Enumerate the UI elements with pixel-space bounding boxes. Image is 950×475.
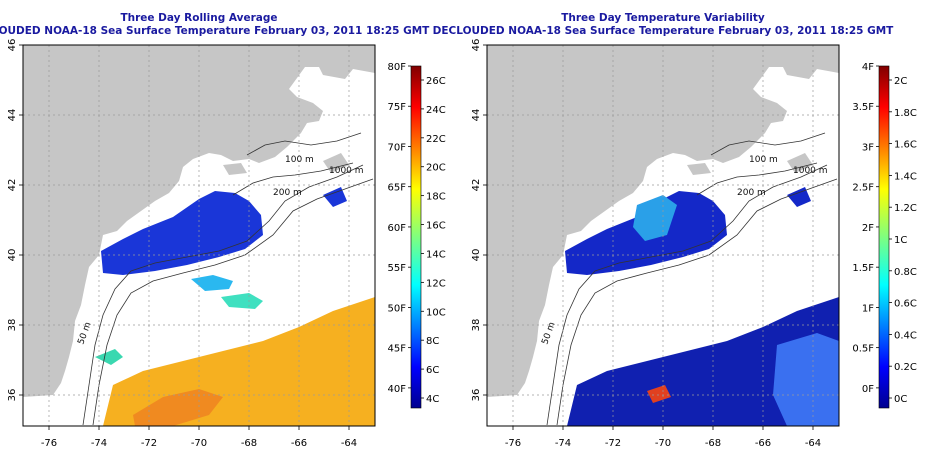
longitude-label: -68 [241,438,257,449]
longitude-label: -64 [805,438,821,449]
longitude-label: -70 [655,438,671,449]
var-hot-spot [647,385,671,403]
panel-subtitle: DECLOUDED NOAA-18 Sea Surface Temperatur… [0,25,430,37]
longitude-label: -74 [91,438,107,449]
latitude-label: 38 [7,319,18,332]
colorbar-label-fahrenheit: 70F [388,142,407,153]
colorbar-label-celsius: 8C [426,336,439,347]
colorbar: 4F 3.5F 3F 2.5F 2F 1.5F 1F 0.5F 0F 2C 1.8C 1.6C 1.4… [852,62,917,409]
longitude-label: -68 [705,438,721,449]
latitude-label: 44 [7,109,18,122]
depth-label: 100 m [749,155,778,165]
sst-offshore-warm [103,297,375,426]
colorbar-label-celsius: 0.8C [894,267,917,278]
axis-labels: -76 -74 -72 -70 -68 -66 -64 46 44 42 40 38 36 -76 -74 -… [7,39,821,449]
map-area: 100 m 1000 m 200 m 50 m [487,45,839,426]
colorbar-label-celsius: 1.8C [894,108,917,119]
colorbar-label-fahrenheit: 65F [388,183,407,194]
sst-offshore-orange [133,389,223,426]
colorbar-label-fahrenheit: 3.5F [852,102,874,113]
latitude-label: 42 [471,179,482,192]
colorbar-label-fahrenheit: 3F [862,142,874,153]
latitude-label: 42 [7,179,18,192]
latitude-label: 38 [471,319,482,332]
longitude-label: -72 [141,438,157,449]
longitude-label: -64 [341,438,357,449]
panel-title: Three Day Rolling Average [120,12,277,24]
latitude-label: 44 [471,109,482,122]
colorbar-label-fahrenheit: 75F [388,102,407,113]
sst-slope-green [221,293,263,309]
longitude-label: -76 [505,438,521,449]
colorbar-label-fahrenheit: 80F [388,62,407,73]
colorbar-label-fahrenheit: 1.5F [852,263,874,274]
latitude-label: 46 [471,39,482,52]
longitude-label: -66 [755,438,771,449]
latitude-label: 36 [7,389,18,402]
longitude-label: -72 [605,438,621,449]
longitude-label: -76 [41,438,57,449]
colorbar-label-fahrenheit: 4F [862,62,874,73]
colorbar-label-fahrenheit: 50F [388,303,407,314]
depth-label: 200 m [737,188,766,198]
colorbar-label-fahrenheit: 45F [388,344,407,355]
longitude-label: -74 [555,438,571,449]
depth-label: 100 m [285,155,314,165]
panel-temperature-variability: Three Day Temperature Variability DECLOU… [433,12,917,427]
colorbar-label-fahrenheit: 0F [862,384,874,395]
colorbar-label-fahrenheit: 0.5F [852,344,874,355]
panel-subtitle: DECLOUDED NOAA-18 Sea Surface Temperatur… [433,25,894,37]
colorbar: 80F 75F 70F 65F 60F 55F 50F 45F 40F 26C 24C 22C 20C… [388,62,446,409]
sst-shelf [101,191,263,275]
colorbar-label-celsius: 0.2C [894,362,917,373]
latitude-label: 36 [471,389,482,402]
latitude-label: 46 [7,39,18,52]
colorbar-label-fahrenheit: 40F [388,384,407,395]
colorbar-label-fahrenheit: 2F [862,223,874,234]
map-area: 100 m 1000 m 200 m 50 m [23,45,375,426]
colorbar-label-celsius: 0C [894,394,907,405]
colorbar-label-celsius: 26C [426,76,446,87]
colorbar-label-celsius: 16C [426,221,446,232]
panel-rolling-average: Three Day Rolling Average DECLOUDED NOAA… [0,12,446,427]
colorbar-label-celsius: 0.4C [894,330,917,341]
latitude-label: 40 [471,249,482,262]
colorbar-label-celsius: 10C [426,307,446,318]
colorbar-label-celsius: 20C [426,163,446,174]
colorbar-label-celsius: 1.2C [894,203,917,214]
sst-small-patch [95,349,123,365]
var-small-patch [787,187,811,207]
colorbar-label-celsius: 18C [426,192,446,203]
sst-slope-cyan [191,275,233,291]
colorbar-label-fahrenheit: 1F [862,303,874,314]
var-offshore [567,297,839,426]
colorbar-label-celsius: 12C [426,278,446,289]
colorbar-label-celsius: 2C [894,76,907,87]
latitude-label: 40 [7,249,18,262]
colorbar-label-celsius: 1C [894,235,907,246]
colorbar-label-celsius: 0.6C [894,299,917,310]
depth-label: 1000 m [329,166,364,176]
panel-title: Three Day Temperature Variability [561,12,765,24]
longitude-label: -66 [291,438,307,449]
colorbar-label-celsius: 1.4C [894,171,917,182]
depth-label: 1000 m [793,166,828,176]
colorbar-label-celsius: 4C [426,394,439,405]
longitude-label: -70 [191,438,207,449]
sst-small-patch [323,187,347,207]
var-mid-patch [633,195,677,241]
colorbar-label-fahrenheit: 55F [388,263,407,274]
colorbar-label-celsius: 22C [426,134,446,145]
var-offshore-speckle [773,333,839,426]
colorbar-label-celsius: 6C [426,365,439,376]
colorbar-label-celsius: 24C [426,105,446,116]
colorbar-label-celsius: 14C [426,249,446,260]
colorbar-label-fahrenheit: 60F [388,223,407,234]
depth-label: 200 m [273,188,302,198]
colorbar-label-celsius: 1.6C [894,140,917,151]
colorbar-label-fahrenheit: 2.5F [852,183,874,194]
